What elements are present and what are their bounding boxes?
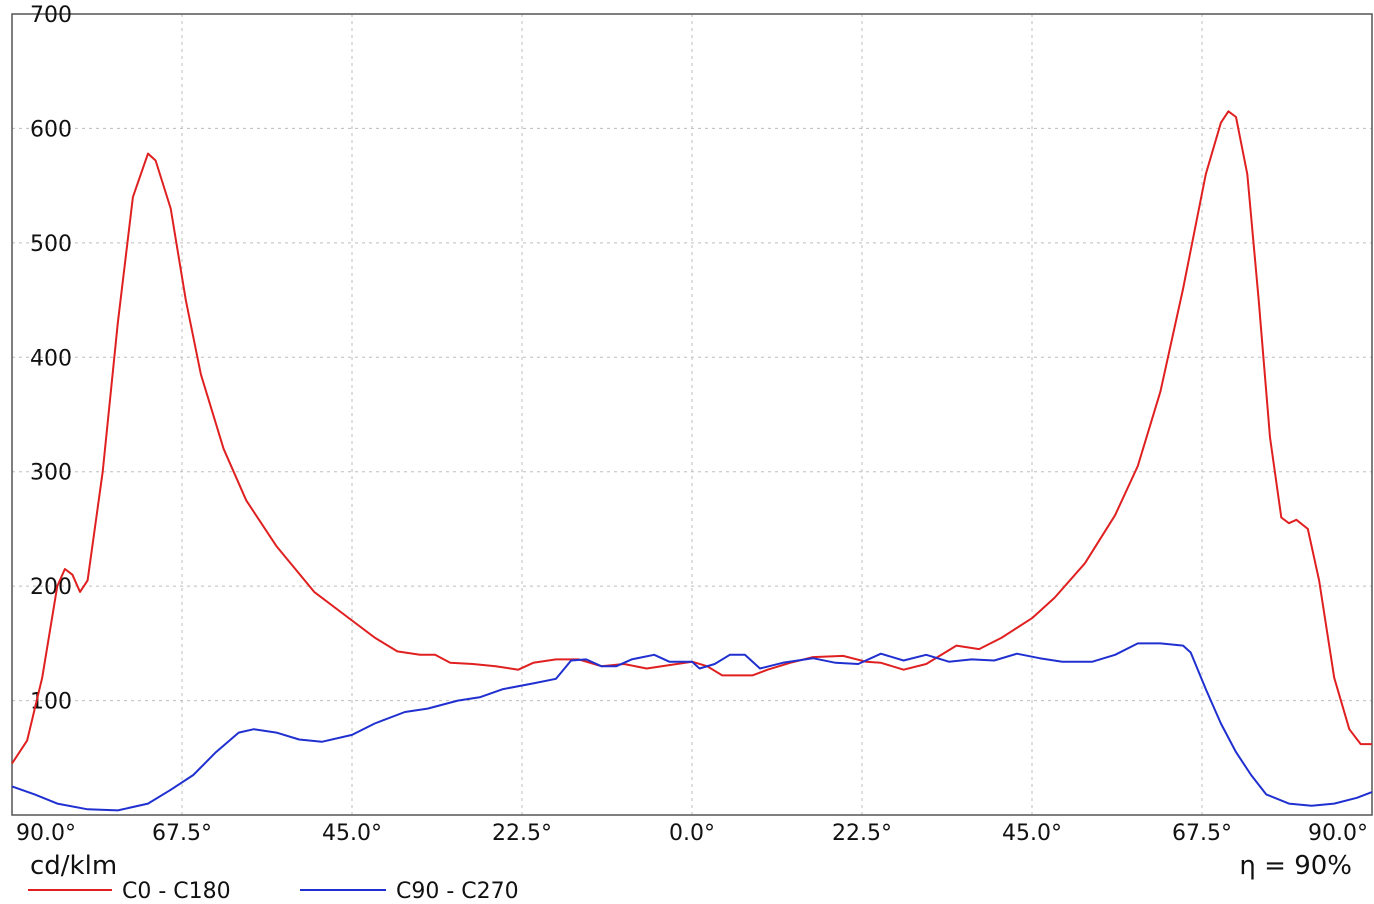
y-tick-label: 500	[30, 232, 72, 257]
y-tick-label: 600	[30, 117, 72, 142]
unit-label: cd/klm	[30, 851, 117, 881]
x-axis-ticks: 90.0° 67.5° 45.0° 22.5° 0.0° 22.5° 45.0° 67.5° 9…	[16, 821, 1368, 846]
series-line-c90-c270	[11, 642, 1373, 812]
y-tick-label: 300	[30, 461, 72, 486]
plot-frame	[11, 13, 1373, 816]
x-tick-label: 0.0°	[669, 821, 715, 846]
grid	[12, 13, 1372, 815]
y-tick-label: 200	[30, 575, 72, 600]
x-tick-label: 45.0°	[1002, 821, 1062, 846]
y-tick-label: 400	[30, 346, 72, 371]
x-tick-label: 90.0°	[1308, 821, 1368, 846]
x-tick-label: 90.0°	[16, 821, 76, 846]
y-tick-label: 700	[30, 3, 72, 28]
legend-label: C0 - C180	[122, 879, 231, 904]
x-tick-label: 45.0°	[322, 821, 382, 846]
efficiency-label: η = 90%	[1239, 851, 1352, 881]
x-tick-label: 67.5°	[1172, 821, 1232, 846]
legend: C0 - C180 C90 - C270	[28, 879, 519, 904]
x-tick-label: 22.5°	[832, 821, 892, 846]
legend-label: C90 - C270	[396, 879, 519, 904]
x-tick-label: 22.5°	[492, 821, 552, 846]
x-tick-label: 67.5°	[152, 821, 212, 846]
series-line-c0-c180	[11, 110, 1372, 765]
series-lines	[11, 110, 1373, 812]
